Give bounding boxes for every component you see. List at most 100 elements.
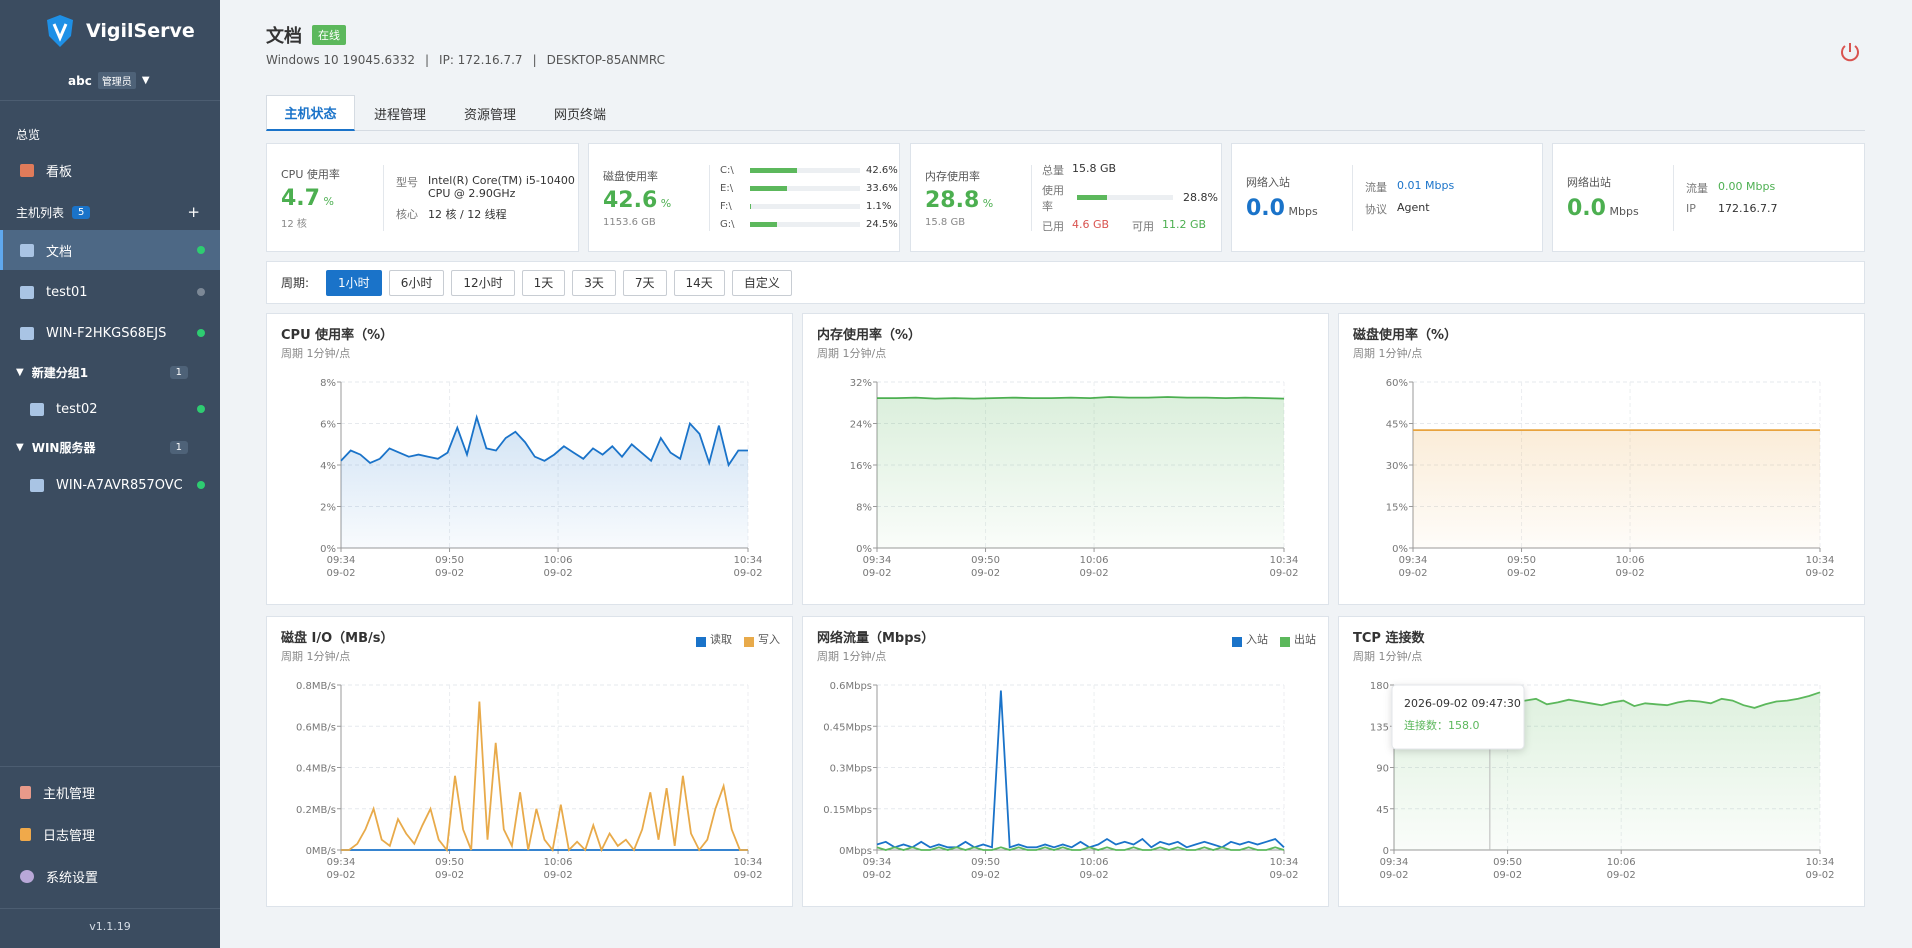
- chart-title: CPU 使用率（%）: [281, 327, 393, 343]
- legend-label: 入站: [1246, 632, 1268, 646]
- sidebar: VigilServe abc 管理员 ▼ 总览 看板 主机列表 5 + 文档 tes…: [0, 0, 220, 948]
- x-tick-date: 09-02: [1493, 870, 1522, 881]
- label: 协议: [1365, 202, 1387, 216]
- drive-bar: [750, 186, 787, 191]
- host-item[interactable]: WIN-F2HKGS68EJS: [0, 313, 220, 353]
- x-tick-date: 09-02: [971, 568, 1000, 579]
- drive-name: G:\: [720, 219, 735, 230]
- chart-panel: TCP 连接数 周期 1分钟/点 0 45 90 135 180 09:34 09-02 09:5…: [1338, 616, 1865, 907]
- tab[interactable]: 资源管理: [463, 107, 516, 123]
- drive-usage: 42.6%: [866, 165, 898, 176]
- y-tick-label: 4%: [320, 461, 336, 472]
- cores: 12 核 / 12 线程: [428, 207, 507, 221]
- chart-panel: 磁盘 I/O（MB/s） 周期 1分钟/点 0MB/s 0.2MB/s 0.4MB/s 0…: [266, 616, 793, 907]
- nav-item[interactable]: 主机管理: [0, 772, 220, 812]
- label: 核心: [396, 207, 418, 221]
- label: 流量: [1365, 180, 1387, 194]
- y-tick-label: 24%: [850, 420, 872, 431]
- y-tick-label: 0.3Mbps: [830, 764, 872, 775]
- section: 总览: [16, 128, 41, 142]
- nav-item[interactable]: 看板: [0, 150, 220, 190]
- free: 11.2 GB: [1162, 217, 1207, 231]
- x-tick-date: 09-02: [733, 870, 762, 881]
- label: 流量: [1686, 182, 1708, 195]
- period-button[interactable]: 6小时: [388, 269, 445, 296]
- legend-swatch: [696, 637, 706, 647]
- x-tick-date: 09-02: [1080, 870, 1109, 881]
- period-bar: 周期: 1小时 6小时 12小时 1天 3天 7天 14天 自定义: [266, 261, 1865, 304]
- chart-panel: 内存使用率（%） 周期 1分钟/点 0% 8% 16% 24% 32% 09:34 09-02 0…: [802, 313, 1329, 605]
- tab-line: [266, 130, 1865, 131]
- chart-title: 内存使用率（%）: [817, 327, 921, 343]
- period-button[interactable]: 14天: [673, 269, 725, 296]
- brand: VigilServe: [86, 20, 195, 42]
- label: 主机管理: [43, 786, 96, 802]
- label: 看板: [46, 164, 73, 180]
- total: 15.8 GB: [1072, 161, 1117, 175]
- label: 文档: [46, 244, 73, 260]
- x-tick-date: 09-02: [326, 568, 355, 579]
- x-tick-date: 09-02: [326, 870, 355, 881]
- y-tick-label: 0.45Mbps: [823, 722, 872, 733]
- x-tick-date: 09-02: [435, 870, 464, 881]
- host-item[interactable]: test01: [0, 272, 220, 312]
- chart: 网络流量（Mbps） 周期 1分钟/点 0Mbps 0.15Mbps 0.3Mbps 0.…: [817, 630, 1316, 881]
- role: 管理员: [97, 72, 136, 89]
- x-tick-date: 09-02: [1398, 568, 1427, 579]
- y-tick-label: 0%: [1392, 544, 1408, 555]
- drive-row: E:\ 33.6%: [720, 180, 898, 198]
- host-item[interactable]: test02: [0, 389, 220, 429]
- user-name: abc: [68, 73, 92, 88]
- drive-usage: 33.6%: [866, 183, 898, 194]
- x-tick-label: 09:50: [1493, 857, 1522, 868]
- value: 0.0: [1567, 196, 1606, 221]
- drive-row: C:\ 42.6%: [720, 162, 898, 180]
- period-button[interactable]: 自定义: [731, 269, 792, 296]
- drives: C:\ 42.6% E:\ 33.6% F:\ 1.1% G:\ 24.5%: [720, 162, 898, 234]
- tab[interactable]: 网页终端: [553, 107, 606, 123]
- x-tick-label: 09:50: [435, 857, 464, 868]
- chart: CPU 使用率（%） 周期 1分钟/点 0% 2% 4% 6% 8% 09:34 09-02 09…: [281, 327, 763, 579]
- period-button[interactable]: 3天: [572, 269, 616, 296]
- label: test01: [46, 284, 88, 300]
- tab[interactable]: 进程管理: [373, 107, 426, 123]
- chart-subtitle: 周期 1分钟/点: [1353, 346, 1422, 360]
- line: [876, 846, 1285, 851]
- badge: 1: [169, 365, 188, 379]
- nav-item[interactable]: 系统设置: [0, 856, 220, 896]
- x-tick-date: 09-02: [1607, 870, 1636, 881]
- label: 磁盘使用率: [603, 169, 658, 183]
- host-item[interactable]: WIN-A7AVR857OVC: [0, 465, 220, 505]
- cpu-card: CPU 使用率 4.7 % 12 核 型号 Intel(R) Core(TM) i5-…: [266, 143, 579, 252]
- group[interactable]: ▼ 新建分组1 1: [0, 352, 220, 392]
- x-tick-label: 09:34: [327, 857, 356, 868]
- period-button[interactable]: 1小时: [326, 269, 382, 296]
- period-button[interactable]: 12小时: [451, 269, 515, 296]
- period-button[interactable]: 7天: [622, 269, 667, 296]
- chart-subtitle: 周期 1分钟/点: [1353, 649, 1422, 663]
- host-item[interactable]: 文档: [0, 230, 220, 270]
- version: v1.1.19: [89, 920, 131, 933]
- period-button[interactable]: 1天: [521, 269, 566, 296]
- x-tick-label: 10:34: [734, 555, 763, 566]
- y-tick-label: 0.4MB/s: [296, 764, 336, 775]
- sub: 1153.6 GB: [603, 216, 656, 228]
- tooltip: [1391, 684, 1525, 750]
- power-button[interactable]: [1838, 40, 1862, 64]
- chart-panel: 网络流量（Mbps） 周期 1分钟/点 0Mbps 0.15Mbps 0.3Mbps 0.…: [802, 616, 1329, 907]
- chart-title: 磁盘 I/O（MB/s）: [281, 630, 394, 646]
- nav-item[interactable]: 日志管理: [0, 814, 220, 854]
- area: [341, 417, 748, 548]
- x-tick-label: 09:34: [1380, 857, 1409, 868]
- tab[interactable]: 主机状态: [266, 95, 355, 131]
- tabs: 主机状态 进程管理 资源管理 网页终端: [266, 95, 625, 131]
- label: 网络入站: [1246, 176, 1290, 189]
- y-tick-label: 0Mbps: [839, 846, 872, 857]
- user[interactable]: abc 管理员 ▼: [68, 72, 150, 89]
- label: test02: [56, 401, 98, 417]
- ip: IP: 172.16.7.7: [439, 53, 523, 67]
- y-tick-label: 180: [1370, 681, 1389, 692]
- add[interactable]: +: [187, 203, 200, 221]
- group[interactable]: ▼ WIN服务器 1: [0, 427, 220, 467]
